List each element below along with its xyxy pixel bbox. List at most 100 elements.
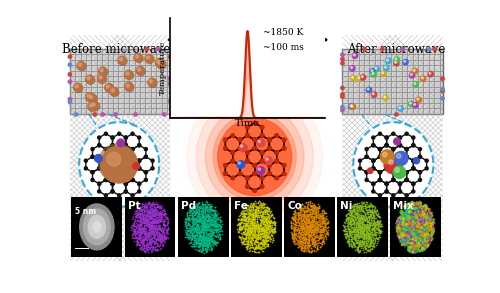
Point xyxy=(358,233,366,238)
Point xyxy=(258,221,266,226)
Point xyxy=(204,238,212,242)
Point xyxy=(259,212,267,217)
Circle shape xyxy=(414,240,416,241)
Point xyxy=(248,215,256,219)
Point xyxy=(344,227,352,231)
Point xyxy=(254,219,262,223)
Point xyxy=(244,232,252,237)
Point xyxy=(144,235,152,240)
Point xyxy=(354,230,362,234)
Circle shape xyxy=(412,190,415,193)
Point xyxy=(248,234,256,239)
Point xyxy=(141,226,149,231)
Circle shape xyxy=(404,246,406,247)
Point xyxy=(264,230,272,234)
Point xyxy=(133,217,141,222)
Point xyxy=(136,236,144,240)
Point xyxy=(299,218,307,222)
Circle shape xyxy=(409,240,410,241)
Ellipse shape xyxy=(206,105,304,209)
Point xyxy=(309,215,317,220)
Point xyxy=(304,221,312,226)
Point xyxy=(262,234,270,238)
Point xyxy=(153,205,161,209)
Point xyxy=(248,210,256,215)
Point xyxy=(344,217,352,222)
Circle shape xyxy=(423,227,424,228)
Point xyxy=(145,224,153,229)
Point xyxy=(242,215,250,220)
Point xyxy=(364,231,372,236)
Point xyxy=(160,238,168,243)
Point xyxy=(297,242,305,247)
Point xyxy=(308,235,316,240)
Point xyxy=(133,229,141,234)
Point xyxy=(318,230,326,234)
Point xyxy=(140,224,147,229)
Point xyxy=(302,221,310,226)
Point xyxy=(258,238,266,242)
Circle shape xyxy=(407,205,408,206)
Point xyxy=(345,219,353,224)
Point xyxy=(354,244,362,249)
Point xyxy=(294,227,302,232)
Circle shape xyxy=(162,113,166,116)
Point xyxy=(250,209,258,214)
Point xyxy=(300,238,308,242)
Circle shape xyxy=(430,240,432,241)
Point xyxy=(308,240,316,245)
Point xyxy=(200,222,208,226)
Circle shape xyxy=(421,236,422,237)
Point xyxy=(292,241,300,246)
Point xyxy=(217,225,225,230)
Point xyxy=(258,209,266,214)
Circle shape xyxy=(410,213,412,215)
Circle shape xyxy=(101,113,104,116)
Point xyxy=(208,203,216,208)
Point xyxy=(198,236,206,241)
Circle shape xyxy=(231,151,234,154)
Point xyxy=(249,222,257,226)
Point xyxy=(358,238,366,243)
Point xyxy=(312,245,320,250)
Point xyxy=(291,211,299,215)
Point xyxy=(192,239,200,243)
Point xyxy=(307,214,315,219)
Point xyxy=(262,228,270,233)
Point xyxy=(268,221,276,226)
Point xyxy=(150,202,158,207)
Point xyxy=(316,213,324,217)
Point xyxy=(150,201,158,205)
Point xyxy=(152,205,160,209)
Point xyxy=(248,231,256,236)
Point xyxy=(297,240,305,245)
Circle shape xyxy=(385,159,388,162)
Point xyxy=(152,214,160,219)
Circle shape xyxy=(418,222,420,223)
Circle shape xyxy=(90,104,92,107)
Circle shape xyxy=(424,234,426,235)
Point xyxy=(142,231,150,236)
Point xyxy=(299,213,307,218)
Point xyxy=(202,214,210,219)
Point xyxy=(192,243,200,248)
Point xyxy=(320,226,328,231)
Point xyxy=(268,228,276,233)
Point xyxy=(206,224,214,228)
Point xyxy=(191,241,199,246)
Point xyxy=(262,223,270,228)
Point xyxy=(364,230,372,235)
Point xyxy=(243,241,251,246)
Point xyxy=(196,207,203,211)
Point xyxy=(156,226,164,231)
Point xyxy=(360,225,368,230)
Point xyxy=(160,233,168,238)
Point xyxy=(353,219,361,224)
Point xyxy=(357,242,365,247)
Point xyxy=(157,205,165,209)
Point xyxy=(208,230,216,235)
Point xyxy=(130,238,138,243)
Point xyxy=(248,227,256,232)
Circle shape xyxy=(419,231,420,232)
Point xyxy=(297,227,305,231)
